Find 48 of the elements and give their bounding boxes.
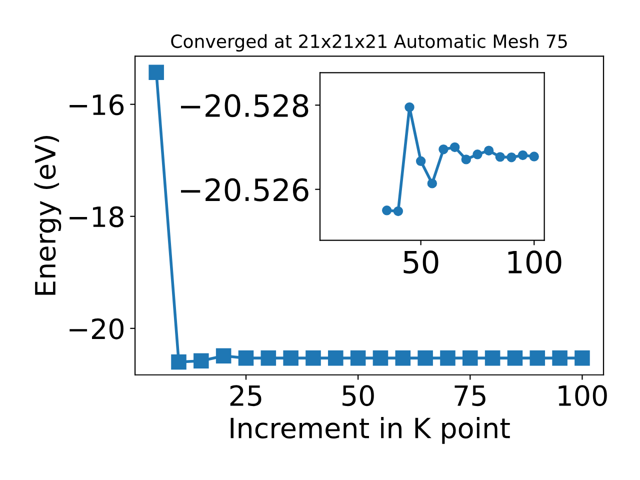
- point: [529, 152, 539, 162]
- point: [306, 350, 321, 366]
- point: [484, 146, 494, 156]
- point: [484, 350, 500, 366]
- point: [506, 152, 516, 162]
- y-tick-label: −20: [70, 318, 124, 340]
- x-tick-label: 100: [508, 250, 562, 274]
- point: [518, 150, 528, 160]
- point: [382, 206, 392, 216]
- point: [416, 156, 426, 166]
- point: [328, 350, 344, 366]
- point: [260, 350, 276, 366]
- x-tick-label: 25: [230, 385, 262, 406]
- point: [495, 152, 505, 162]
- point: [238, 350, 254, 366]
- point: [462, 350, 478, 366]
- x-tick-label: 50: [404, 250, 438, 274]
- y-tick-label: −20.528: [180, 94, 308, 118]
- y-tick-label: −16: [70, 94, 124, 116]
- point: [393, 206, 404, 216]
- point: [372, 350, 388, 366]
- x-tick-label: 75: [454, 385, 486, 406]
- point: [194, 353, 209, 369]
- y-tick-label: −20.526: [180, 178, 308, 202]
- point: [171, 354, 186, 370]
- point: [472, 150, 482, 160]
- chart-title: Converged at 21x21x21 Automatic Mesh 75: [171, 34, 567, 52]
- point: [507, 350, 523, 366]
- point: [216, 348, 232, 364]
- point: [450, 142, 460, 152]
- point: [552, 350, 568, 366]
- point: [395, 350, 411, 366]
- point: [418, 350, 433, 366]
- y-tick-label: −18: [70, 206, 124, 228]
- y-axis-title: Energy (eV): [34, 136, 62, 295]
- point: [438, 144, 448, 154]
- point: [574, 350, 590, 366]
- point: [148, 64, 164, 80]
- point: [427, 178, 438, 188]
- point: [350, 350, 366, 366]
- x-tick-label: 100: [558, 385, 607, 406]
- point: [404, 102, 414, 112]
- point: [440, 350, 456, 366]
- point: [530, 350, 546, 366]
- point: [283, 350, 298, 366]
- x-axis-title: Increment in K point: [230, 417, 510, 444]
- point: [461, 154, 472, 164]
- x-tick-label: 50: [342, 385, 374, 406]
